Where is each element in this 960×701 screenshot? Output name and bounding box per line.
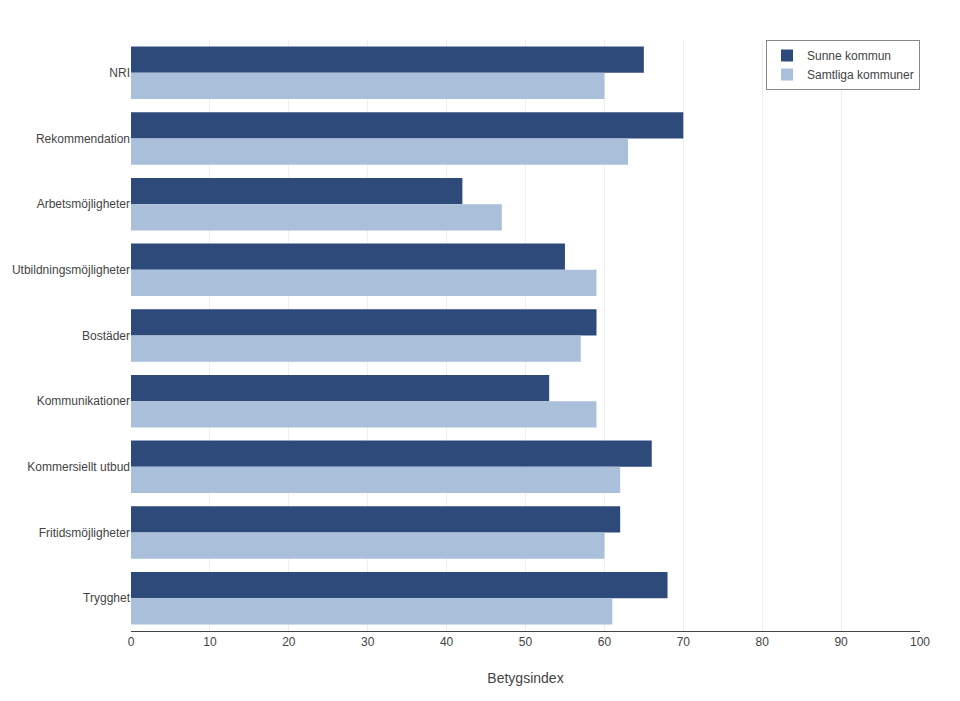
svg-text:Kommersiellt utbud: Kommersiellt utbud — [27, 460, 130, 474]
svg-text:Arbetsmöjligheter: Arbetsmöjligheter — [37, 197, 130, 211]
svg-text:Utbildningsmöjligheter: Utbildningsmöjligheter — [12, 263, 130, 277]
svg-text:NRI: NRI — [109, 66, 130, 80]
svg-text:60: 60 — [598, 635, 612, 649]
svg-text:Fritidsmöjligheter: Fritidsmöjligheter — [39, 526, 130, 540]
svg-text:30: 30 — [361, 635, 375, 649]
svg-text:Samtliga kommuner: Samtliga kommuner — [807, 68, 914, 82]
svg-text:Trygghet: Trygghet — [83, 591, 131, 605]
svg-text:90: 90 — [834, 635, 848, 649]
svg-text:Bostäder: Bostäder — [82, 329, 130, 343]
svg-text:20: 20 — [282, 635, 296, 649]
svg-text:50: 50 — [519, 635, 533, 649]
svg-text:100: 100 — [910, 635, 930, 649]
svg-text:Sunne kommun: Sunne kommun — [807, 49, 891, 63]
svg-text:10: 10 — [203, 635, 217, 649]
svg-text:Rekommendation: Rekommendation — [36, 132, 130, 146]
svg-text:80: 80 — [756, 635, 770, 649]
svg-text:0: 0 — [128, 635, 135, 649]
svg-text:Kommunikationer: Kommunikationer — [37, 394, 130, 408]
svg-text:40: 40 — [440, 635, 454, 649]
svg-text:Betygsindex: Betygsindex — [487, 670, 563, 686]
svg-text:70: 70 — [677, 635, 691, 649]
